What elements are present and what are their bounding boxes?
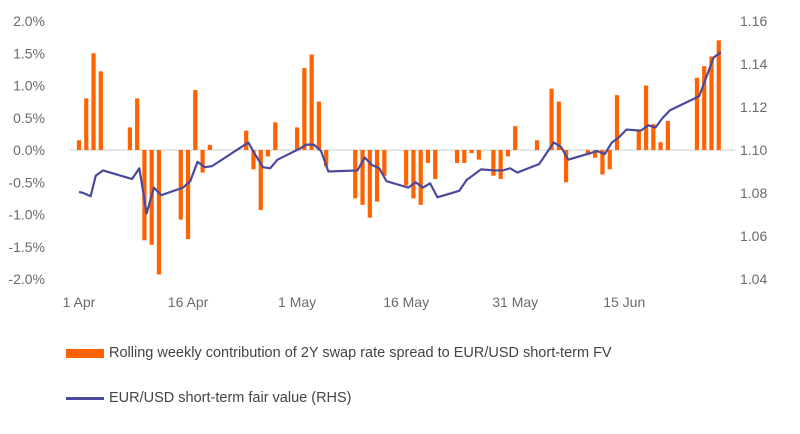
- bar-mark: [91, 53, 96, 150]
- left-tick-label: 2.0%: [13, 13, 45, 29]
- bar-mark: [716, 40, 721, 150]
- left-tick-label: -0.5%: [8, 174, 45, 190]
- bar-mark: [295, 127, 300, 150]
- bar-mark: [360, 150, 365, 205]
- right-axis-ticks: 1.16 1.14 1.12 1.10 1.08 1.06 1.04: [740, 13, 767, 287]
- bar-mark: [374, 150, 380, 202]
- x-tick-label: 15 Jun: [603, 294, 645, 310]
- left-tick-label: 0.5%: [13, 110, 45, 126]
- legend-bar-swatch: [66, 348, 104, 358]
- bar-mark: [258, 150, 263, 210]
- bar-mark: [585, 150, 590, 156]
- right-tick-label: 1.12: [740, 99, 767, 115]
- bar-mark: [556, 101, 561, 151]
- legend-line-label: EUR/USD short-term fair value (RHS): [109, 390, 352, 406]
- right-tick-label: 1.08: [740, 185, 767, 201]
- x-tick-label: 16 Apr: [168, 294, 209, 310]
- bar-mark: [702, 66, 707, 150]
- bar-mark: [498, 150, 503, 180]
- right-tick-label: 1.06: [740, 228, 767, 244]
- bar-mark: [84, 98, 89, 150]
- bar-mark: [476, 150, 481, 160]
- bar-mark: [353, 150, 358, 199]
- x-tick-label: 1 May: [278, 294, 316, 310]
- bar-mark: [302, 68, 307, 150]
- left-tick-label: 0.0%: [13, 142, 45, 158]
- bar-mark: [324, 150, 329, 167]
- bar-mark: [411, 150, 416, 199]
- bar-mark: [367, 150, 372, 218]
- bar-mark: [265, 150, 271, 157]
- bar-mark: [98, 71, 103, 150]
- right-tick-label: 1.04: [740, 271, 767, 287]
- legend-line-swatch: [66, 396, 104, 400]
- bar-mark: [316, 101, 322, 151]
- bar-mark: [178, 150, 183, 220]
- bar-mark: [309, 54, 314, 150]
- bar-mark: [273, 122, 278, 150]
- bar-mark: [251, 150, 256, 170]
- left-tick-label: -1.5%: [8, 239, 45, 255]
- legend-item-bars: Rolling weekly contribution of 2Y swap r…: [66, 345, 612, 361]
- bar-mark: [658, 142, 663, 150]
- bar-mark: [549, 88, 554, 150]
- bar-mark: [462, 150, 467, 163]
- bar-mark: [607, 150, 612, 170]
- bar-series: [76, 40, 721, 275]
- bar-mark: [135, 98, 140, 150]
- bar-mark: [636, 130, 641, 150]
- x-tick-label: 1 Apr: [63, 294, 96, 310]
- fair-value-line: [78, 51, 722, 215]
- right-tick-label: 1.16: [740, 13, 767, 29]
- bar-mark: [404, 150, 409, 186]
- left-tick-label: 1.0%: [13, 78, 45, 94]
- bar-mark: [418, 150, 423, 205]
- bar-mark: [454, 150, 460, 163]
- right-tick-label: 1.10: [740, 142, 767, 158]
- bar-mark: [614, 95, 620, 150]
- bar-mark: [491, 150, 496, 176]
- bar-mark: [600, 150, 605, 175]
- left-tick-label: -1.0%: [8, 207, 45, 223]
- bar-mark: [593, 150, 598, 158]
- bar-mark: [665, 120, 670, 150]
- bar-mark: [156, 150, 162, 275]
- bar-mark: [469, 150, 474, 154]
- bar-mark: [513, 126, 518, 150]
- right-tick-label: 1.14: [740, 56, 767, 72]
- bar-mark: [244, 130, 249, 150]
- x-tick-label: 31 May: [492, 294, 538, 310]
- left-tick-label: -2.0%: [8, 271, 45, 287]
- x-tick-label: 16 May: [383, 294, 429, 310]
- bar-mark: [505, 150, 511, 157]
- left-axis-ticks: 2.0% 1.5% 1.0% 0.5% 0.0% -0.5% -1.0% -1.5% -2.0%: [8, 13, 45, 287]
- bar-mark: [643, 85, 649, 150]
- bar-mark: [76, 140, 82, 150]
- bar-mark: [534, 140, 540, 150]
- legend-item-line: EUR/USD short-term fair value (RHS): [66, 390, 352, 406]
- bar-mark: [382, 150, 387, 176]
- bar-mark: [651, 124, 656, 150]
- bar-mark: [694, 77, 700, 150]
- bar-mark: [127, 127, 132, 150]
- bar-mark: [207, 144, 212, 150]
- legend-bar-label: Rolling weekly contribution of 2Y swap r…: [109, 345, 612, 361]
- x-axis-ticks: 1 Apr 16 Apr 1 May 16 May 31 May 15 Jun: [63, 294, 646, 310]
- bar-mark: [433, 150, 438, 180]
- bar-mark: [200, 150, 205, 173]
- line-series-group: [78, 51, 722, 215]
- bar-mark: [425, 150, 431, 163]
- left-tick-label: 1.5%: [13, 45, 45, 61]
- bar-mark: [185, 150, 191, 240]
- bar-mark: [193, 90, 198, 150]
- bar-mark: [709, 56, 714, 151]
- bar-mark: [563, 150, 569, 183]
